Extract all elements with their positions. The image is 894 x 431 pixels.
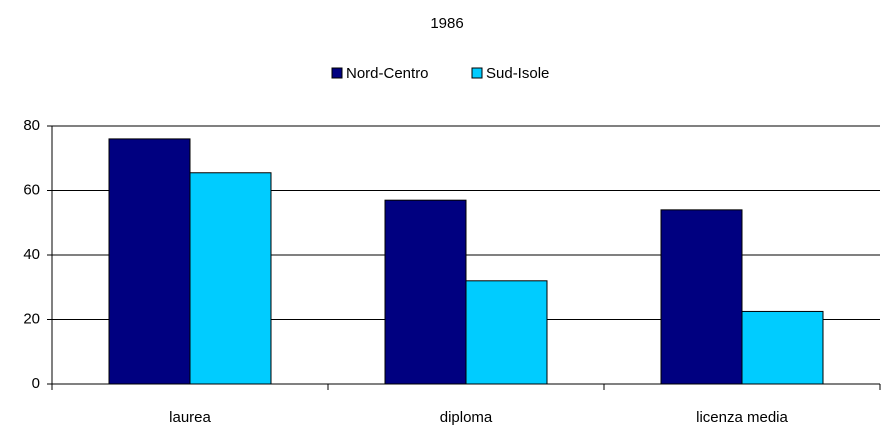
x-tick-label: laurea — [169, 409, 211, 426]
legend-label: Nord-Centro — [346, 65, 429, 82]
x-tick-label: diploma — [440, 409, 493, 426]
bar — [189, 172, 272, 385]
legend-swatch — [331, 67, 343, 79]
legend-swatch — [471, 67, 483, 79]
bar — [660, 209, 743, 385]
bar — [465, 280, 548, 385]
y-tick-label: 60 — [23, 181, 40, 198]
x-tick-label: licenza media — [696, 409, 788, 426]
y-tick-label: 40 — [23, 246, 40, 263]
bar — [108, 138, 191, 385]
legend-label: Sud-Isole — [486, 65, 549, 82]
y-tick-label: 20 — [23, 310, 40, 327]
bar — [741, 310, 824, 385]
y-tick-label: 0 — [32, 375, 40, 392]
y-tick-label: 80 — [23, 117, 40, 134]
bar — [384, 199, 467, 385]
chart-title: 1986 — [430, 15, 463, 32]
